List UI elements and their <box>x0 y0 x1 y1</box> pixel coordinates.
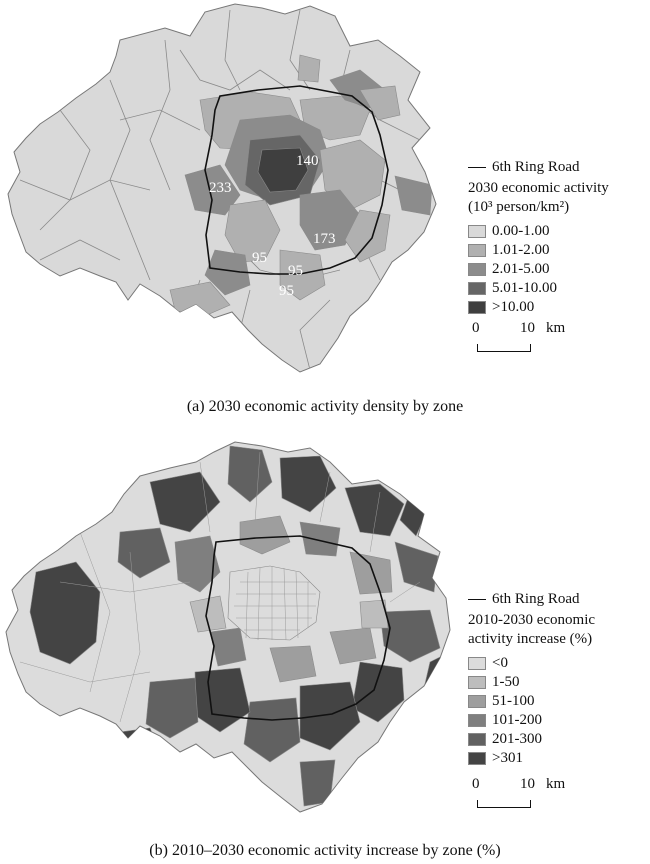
map-label-a-233: 233 <box>209 180 232 196</box>
scalebar-b-ten: 10 <box>520 776 535 792</box>
legend-a-item-label: >10.00 <box>492 299 535 315</box>
legend-swatch-icon <box>468 714 486 727</box>
legend-a-title-line-1: 2030 economic activity <box>468 180 609 196</box>
legend-a-item-label: 1.01-2.00 <box>492 242 550 258</box>
legend-b-item-label: <0 <box>492 655 508 671</box>
legend-swatch-icon <box>468 733 486 746</box>
scalebar-b: 0 10 km <box>472 776 565 816</box>
map-label-a-95-2: 95 <box>288 263 303 279</box>
ring-road-a <box>204 85 389 275</box>
legend-b-title: 2010-2030 economic activity increase (%) <box>468 611 595 649</box>
legend-b-item: 101-200 <box>468 711 595 730</box>
legend-b-ring-road: 6th Ring Road <box>468 590 595 609</box>
map-label-a-95-1: 95 <box>252 250 267 266</box>
ring-road-b <box>205 535 391 721</box>
legend-a-ring-road-label: 6th Ring Road <box>492 159 580 175</box>
caption-b: (b) 2010–2030 economic activity increase… <box>149 842 501 859</box>
legend-swatch-icon <box>468 282 486 295</box>
legend-swatch-icon <box>468 695 486 708</box>
legend-a-item: 2.01-5.00 <box>468 260 609 279</box>
legend-a-item: 5.01-10.00 <box>468 279 609 298</box>
scalebar-b-zero: 0 <box>472 776 480 792</box>
map-label-a-140: 140 <box>296 153 319 169</box>
legend-a-title-line-2: (10³ person/km²) <box>468 199 570 215</box>
legend-a-item-label: 0.00-1.00 <box>492 223 550 239</box>
legend-b-item: 51-100 <box>468 692 595 711</box>
legend-a-title: 2030 economic activity (10³ person/km²) <box>468 179 609 217</box>
scalebar-b-unit: km <box>546 776 566 792</box>
legend-b-item-label: 201-300 <box>492 731 542 747</box>
legend-b: 6th Ring Road 2010-2030 economic activit… <box>468 590 595 768</box>
panel-a: 140 233 173 95 95 95 6th Ring Road 2030 … <box>7 3 609 415</box>
scalebar-a: 0 10 km <box>472 320 565 360</box>
legend-b-item: 1-50 <box>468 673 595 692</box>
legend-a-item-label: 2.01-5.00 <box>492 261 550 277</box>
legend-a-item: >10.00 <box>468 298 609 317</box>
scalebar-b-line <box>477 800 531 808</box>
scalebar-a-line <box>477 344 531 352</box>
legend-b-item-label: >301 <box>492 750 523 766</box>
map-b <box>5 441 451 813</box>
legend-swatch-icon <box>468 263 486 276</box>
legend-a-item: 1.01-2.00 <box>468 241 609 260</box>
legend-b-item-label: 1-50 <box>492 674 520 690</box>
legend-swatch-icon <box>468 676 486 689</box>
scalebar-a-ten: 10 <box>520 320 535 336</box>
ring-road-line-icon <box>468 167 486 168</box>
legend-b-item-label: 101-200 <box>492 712 542 728</box>
legend-b-title-line-2: activity increase (%) <box>468 631 593 647</box>
legend-a-ring-road: 6th Ring Road <box>468 158 609 177</box>
map-label-a-173: 173 <box>313 231 336 247</box>
ring-road-line-icon <box>468 599 486 600</box>
legend-b-items: <0 1-50 51-100 101-200 201-300 >301 <box>468 654 595 768</box>
legend-b-item: >301 <box>468 749 595 768</box>
legend-b-item: 201-300 <box>468 730 595 749</box>
legend-b-item: <0 <box>468 654 595 673</box>
legend-a-items: 0.00-1.00 1.01-2.00 2.01-5.00 5.01-10.00 >10… <box>468 222 609 317</box>
scalebar-a-unit: km <box>546 320 566 336</box>
map-label-a-95-3: 95 <box>279 283 294 299</box>
scalebar-a-zero: 0 <box>472 320 480 336</box>
legend-a: 6th Ring Road 2030 economic activity (10… <box>468 158 609 317</box>
legend-swatch-icon <box>468 657 486 670</box>
legend-b-item-label: 51-100 <box>492 693 535 709</box>
legend-swatch-icon <box>468 244 486 257</box>
legend-b-ring-road-label: 6th Ring Road <box>492 591 580 607</box>
legend-a-item: 0.00-1.00 <box>468 222 609 241</box>
panel-b: 6th Ring Road 2010-2030 economic activit… <box>0 432 650 864</box>
legend-swatch-icon <box>468 225 486 238</box>
legend-a-item-label: 5.01-10.00 <box>492 280 557 296</box>
caption-a: (a) 2030 economic activity density by zo… <box>186 398 464 415</box>
legend-b-title-line-1: 2010-2030 economic <box>468 612 596 628</box>
legend-swatch-icon <box>468 301 486 314</box>
legend-swatch-icon <box>468 752 486 765</box>
map-a: 140 233 173 95 95 95 <box>7 3 437 373</box>
